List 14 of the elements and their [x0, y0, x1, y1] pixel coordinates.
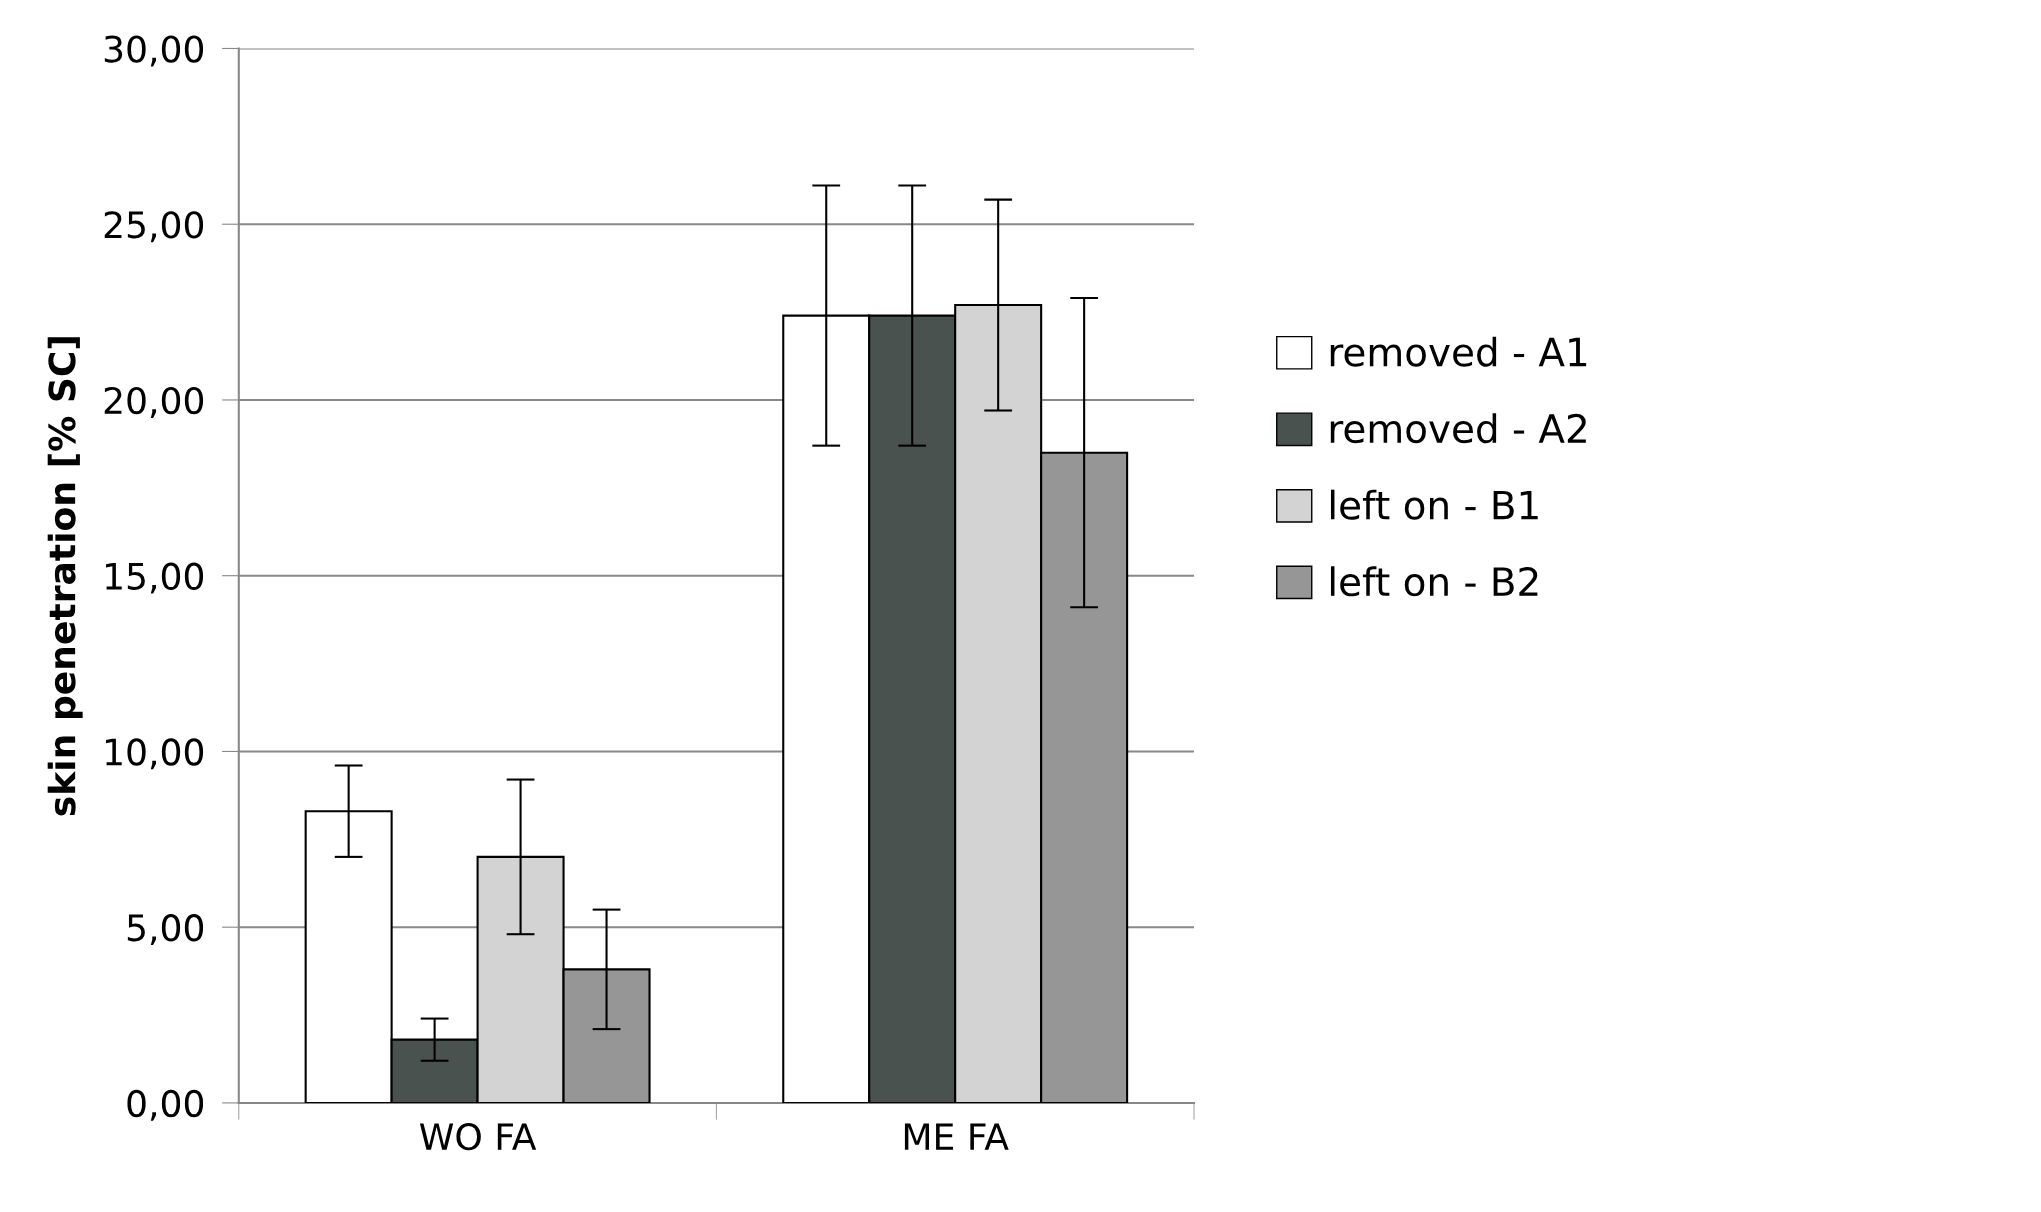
y-tick-label: 30,00	[104, 35, 204, 67]
legend-label: removed - A2	[1330, 413, 1586, 444]
y-tick-label: 15,00	[106, 562, 204, 594]
x-tick-label: WO FA	[419, 1123, 537, 1151]
y-tick-label: 10,00	[106, 738, 204, 770]
x-tick-label: ME FA	[904, 1123, 1009, 1150]
y-tick-label: 20,00	[104, 386, 204, 418]
legend-label: removed - A1	[1330, 336, 1587, 367]
y-tick-label: 25,00	[104, 211, 204, 243]
y-tick-label: 0,00	[127, 1089, 204, 1121]
legend-label: left on - B1	[1330, 489, 1538, 520]
y-axis-title: skin penetration [% SC]	[47, 337, 83, 816]
y-tick-label: 5,00	[127, 914, 204, 946]
legend-label: left on - B2	[1330, 566, 1538, 597]
